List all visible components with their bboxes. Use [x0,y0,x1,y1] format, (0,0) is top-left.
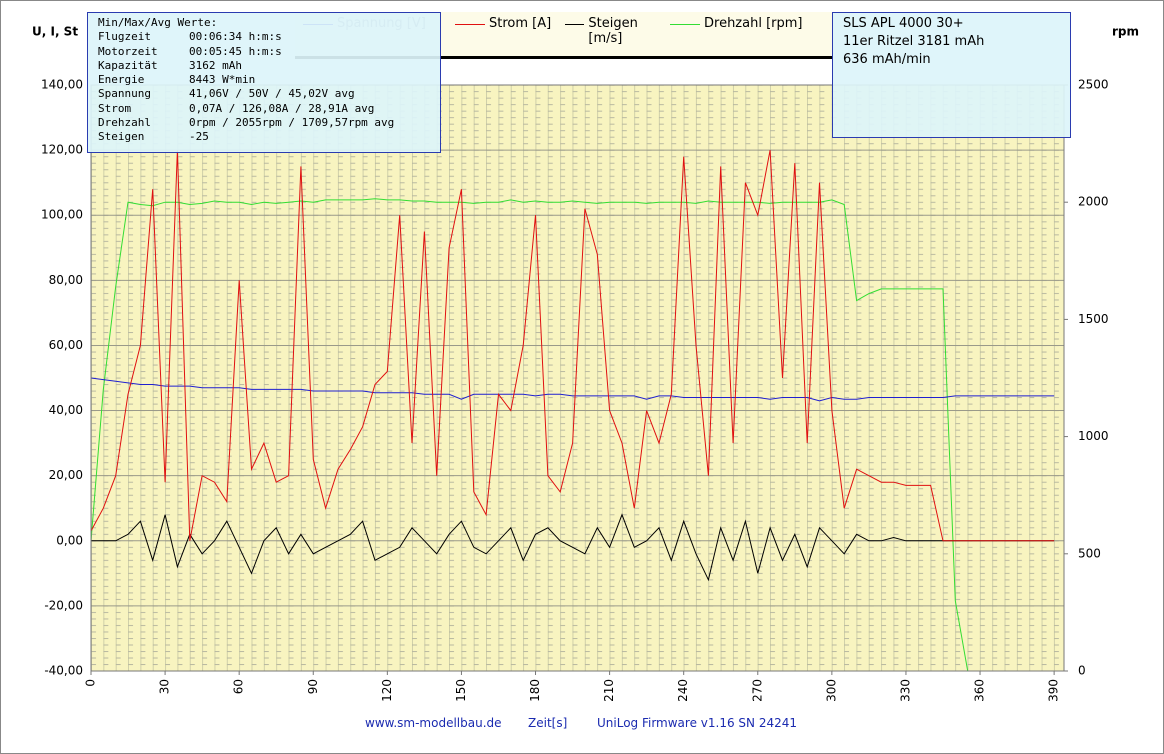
y2-tick-label: 0 [1078,664,1086,678]
y2-tick-label: 2000 [1078,195,1109,209]
x-tick-label: 300 [824,679,838,702]
series-line [91,513,1055,582]
x-tick-label: 90 [306,679,320,694]
info-row: Energie 8443 W*min [98,73,430,87]
info-row: Drehzahl 0rpm / 2055rpm / 1709,57rpm avg [98,116,430,130]
info-row: Kapazität 3162 mAh [98,59,430,73]
x-tick-label: 210 [602,679,616,702]
info-value: 0,07A / 126,08A / 28,91A avg [189,101,375,115]
info-key: Strom [98,101,132,115]
info-row: Steigen -25 [98,130,430,144]
legend-swatch [455,24,485,25]
x-tick-label: 240 [676,679,690,702]
info-key: Kapazität [98,58,158,72]
legend-label: Strom [A] [489,16,552,31]
info-value: 3162 mAh [189,58,242,72]
footer-firmware: UniLog Firmware v1.16 SN 24241 [597,716,797,730]
info-key: Flugzeit [98,30,151,44]
legend-label: Steigen [m/s] [588,16,638,46]
info-title: Min/Max/Avg Werte: [98,16,218,29]
y-axis-label: U, I, St [32,25,78,39]
x-tick-label: 390 [1047,679,1061,702]
legend-item: Strom [A] [455,16,585,31]
plot-border [90,84,1065,672]
y2-tick-label: 1000 [1078,429,1109,443]
info-key: Spannung [98,87,151,101]
y-tick-label: 60,00 [49,338,83,352]
x-tick-label: 330 [898,679,912,702]
info-row: Motorzeit 00:05:45 h:m:s [98,45,430,59]
info-key: Steigen [98,130,145,144]
legend-item: Drehzahl [rpm] [670,16,820,31]
info-value: 41,06V / 50V / 45,02V avg [189,87,355,101]
series-line [90,377,1055,402]
y-tick-label: 140,00 [41,78,83,92]
y-tick-label: -20,00 [44,598,83,612]
model-line: 11er Ritzel 3181 mAh [843,34,985,49]
info-key: Energie [98,73,145,87]
model-line: SLS APL 4000 30+ [843,16,964,31]
x-tick-label: 0 [84,679,98,687]
footer-url: www.sm-modellbau.de [365,716,502,730]
legend-label: Drehzahl [rpm] [704,16,803,31]
y-tick-label: 120,00 [41,143,83,157]
info-value: 00:06:34 h:m:s [189,30,282,44]
info-row: Flugzeit 00:06:34 h:m:s [98,30,430,44]
x-tick-label: 120 [380,679,394,702]
series-line [90,198,1055,672]
model-line: 636 mAh/min [843,52,931,67]
x-tick-label: 60 [232,679,246,694]
y-tick-label: 0,00 [56,533,83,547]
y-tick-label: -40,00 [44,664,83,678]
model-box: SLS APL 4000 30+ 11er Ritzel 3181 mAh 636 … [832,12,1071,138]
legend-item: Steigen [m/s] [565,16,645,46]
minor-grid [91,85,1064,671]
x-tick-label: 30 [158,679,172,694]
x-tick-label: 180 [528,679,542,702]
x-tick-label: 270 [750,679,764,702]
info-value: 8443 W*min [189,73,256,87]
info-value: -25 [189,130,209,144]
y-tick-label: 20,00 [49,468,83,482]
x-tick-label: 150 [454,679,468,702]
y-tick-label: 100,00 [41,208,83,222]
y-tick-label: 40,00 [49,403,83,417]
y2-tick-label: 500 [1078,546,1101,560]
y-tick-label: 80,00 [49,273,83,287]
y2-tick-label: 1500 [1078,312,1109,326]
info-row: Strom 0,07A / 126,08A / 28,91A avg [98,102,430,116]
info-row: Spannung 41,06V / 50V / 45,02V avg [98,87,430,101]
info-key: Motorzeit [98,44,158,58]
y2-axis-label: rpm [1112,25,1139,39]
y2-tick-label: 2500 [1078,78,1109,92]
x-tick-label: 360 [973,679,987,702]
series-line [90,150,1055,542]
legend-swatch [670,24,700,25]
info-value: 00:05:45 h:m:s [189,44,282,58]
x-axis-label: Zeit[s] [528,716,568,730]
info-key: Drehzahl [98,116,151,130]
info-box: Min/Max/Avg Werte: Flugzeit 00:06:34 h:m:s… [87,12,441,153]
legend-swatch [565,24,585,25]
info-value: 0rpm / 2055rpm / 1709,57rpm avg [189,116,395,130]
